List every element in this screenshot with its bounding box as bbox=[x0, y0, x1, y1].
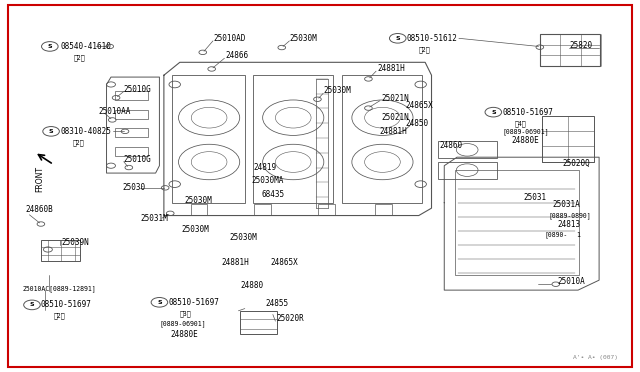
Bar bbox=[115, 110, 148, 119]
Bar bbox=[41, 240, 81, 260]
Text: [0889-06901]: [0889-06901] bbox=[159, 320, 206, 327]
Text: 25020R: 25020R bbox=[276, 314, 305, 323]
Text: S: S bbox=[29, 302, 35, 307]
Text: 08510-51697: 08510-51697 bbox=[502, 108, 553, 117]
Bar bbox=[241, 311, 277, 334]
Text: 25031: 25031 bbox=[524, 193, 547, 202]
Text: FRONT: FRONT bbox=[35, 166, 44, 192]
Bar bbox=[191, 205, 207, 215]
Text: 24881H: 24881H bbox=[380, 127, 408, 136]
Bar bbox=[541, 116, 594, 162]
Text: 68435: 68435 bbox=[261, 190, 285, 199]
Text: 24865X: 24865X bbox=[270, 258, 298, 267]
Bar bbox=[318, 205, 335, 215]
Bar bbox=[254, 205, 271, 215]
Text: （2）: （2） bbox=[73, 139, 84, 146]
Text: 24819: 24819 bbox=[253, 163, 276, 172]
Text: 08510-51697: 08510-51697 bbox=[168, 298, 220, 307]
Text: 1: 1 bbox=[576, 232, 580, 238]
Text: A'• A• (007): A'• A• (007) bbox=[573, 355, 618, 360]
Text: 24866: 24866 bbox=[226, 51, 249, 60]
Bar bbox=[115, 147, 148, 156]
Text: 25030M: 25030M bbox=[181, 225, 209, 234]
Text: 25030M: 25030M bbox=[185, 196, 212, 205]
Text: 25039N: 25039N bbox=[62, 238, 90, 247]
Text: S: S bbox=[396, 36, 400, 41]
Text: S: S bbox=[157, 300, 162, 305]
Text: 24880: 24880 bbox=[241, 281, 264, 290]
Bar bbox=[253, 75, 333, 203]
Text: [0889-0890]: [0889-0890] bbox=[548, 212, 591, 219]
Bar bbox=[438, 161, 497, 179]
Text: 24880E: 24880E bbox=[511, 137, 539, 145]
Text: （2）: （2） bbox=[419, 46, 430, 53]
Text: S: S bbox=[491, 110, 495, 115]
Text: （3）: （3） bbox=[180, 310, 191, 317]
Text: [0889-06901]: [0889-06901] bbox=[502, 128, 548, 135]
Bar bbox=[540, 33, 600, 66]
Bar bbox=[172, 75, 246, 203]
Text: 24880E: 24880E bbox=[170, 330, 198, 339]
Text: 24860B: 24860B bbox=[26, 205, 53, 215]
Text: 25010G: 25010G bbox=[124, 85, 152, 94]
Text: 25020Q: 25020Q bbox=[562, 159, 590, 169]
Text: 25031M: 25031M bbox=[140, 214, 168, 222]
Text: 25030M: 25030M bbox=[323, 86, 351, 95]
Text: 25030MA: 25030MA bbox=[251, 176, 284, 185]
Text: 25010AC[0889-12891]: 25010AC[0889-12891] bbox=[22, 285, 96, 292]
Text: 25031A: 25031A bbox=[552, 200, 580, 209]
Text: 25010AA: 25010AA bbox=[99, 107, 131, 116]
Text: 24855: 24855 bbox=[266, 299, 289, 308]
Text: 25021N: 25021N bbox=[381, 113, 409, 122]
Text: 25030: 25030 bbox=[122, 183, 145, 192]
Text: 25021N: 25021N bbox=[381, 94, 409, 103]
Text: 24865X: 24865X bbox=[405, 101, 433, 110]
Text: （2）: （2） bbox=[74, 54, 85, 61]
Bar bbox=[342, 75, 422, 203]
Text: （2）: （2） bbox=[54, 312, 65, 318]
Text: 25010A: 25010A bbox=[557, 278, 585, 286]
Text: 24850: 24850 bbox=[405, 119, 429, 128]
Text: S: S bbox=[47, 44, 52, 49]
Text: 25820: 25820 bbox=[570, 41, 593, 50]
Bar bbox=[115, 128, 148, 137]
Text: 24881H: 24881H bbox=[378, 64, 405, 73]
Text: 24881H: 24881H bbox=[221, 258, 249, 267]
Text: 25030M: 25030M bbox=[230, 233, 257, 242]
Bar bbox=[115, 92, 148, 100]
Text: 08510-51612: 08510-51612 bbox=[406, 34, 458, 43]
Text: 24860: 24860 bbox=[440, 141, 463, 150]
Text: （4）: （4） bbox=[515, 120, 527, 126]
Text: [0890-: [0890- bbox=[544, 231, 568, 238]
Bar bbox=[455, 170, 579, 275]
Bar bbox=[438, 141, 497, 158]
Text: 08510-51697: 08510-51697 bbox=[41, 300, 92, 310]
Bar bbox=[376, 205, 392, 215]
Text: 25010AD: 25010AD bbox=[213, 34, 245, 43]
Text: 25010G: 25010G bbox=[124, 155, 152, 164]
Text: 08540-41610: 08540-41610 bbox=[60, 42, 111, 51]
Text: 08310-40825: 08310-40825 bbox=[60, 127, 111, 136]
Text: S: S bbox=[49, 129, 53, 134]
Text: 24813: 24813 bbox=[557, 220, 580, 229]
Text: 25030M: 25030M bbox=[289, 34, 317, 43]
